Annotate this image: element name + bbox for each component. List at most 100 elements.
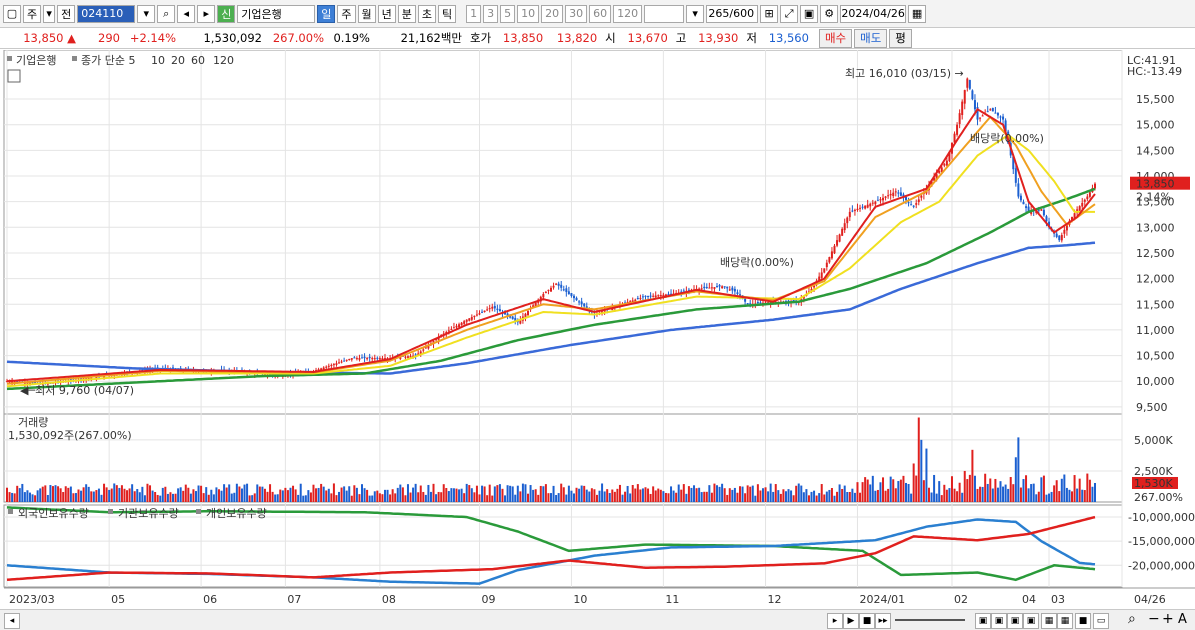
volume-bar	[488, 484, 491, 502]
save-icon[interactable]: ▣	[800, 4, 819, 23]
volume-bar	[396, 487, 399, 502]
preset-10[interactable]: 10	[517, 4, 540, 23]
view-icon[interactable]: ▭	[1093, 613, 1109, 629]
preset-30[interactable]: 30	[565, 4, 588, 23]
preset-120[interactable]: 120	[613, 4, 643, 23]
scroll-stop-icon[interactable]: ■	[1075, 613, 1091, 629]
shin-badge[interactable]: 신	[217, 4, 236, 23]
candle-type-icon[interactable]: ⊞	[760, 4, 779, 23]
layout-icon-6[interactable]: ▦	[1057, 613, 1073, 629]
play-icon[interactable]: ▶	[843, 613, 859, 629]
volume-bar	[210, 489, 213, 502]
x-tick-label: 04/26	[1134, 593, 1166, 606]
volume-bar	[807, 495, 810, 502]
calendar-icon[interactable]: ▦	[908, 4, 927, 23]
volume-bar	[72, 493, 75, 502]
date-input[interactable]: 2024/04/26	[840, 4, 907, 23]
layout-icon-5[interactable]: ▦	[1041, 613, 1057, 629]
candle-body	[1063, 229, 1066, 234]
candle-body	[338, 362, 341, 364]
volume-bar	[532, 489, 535, 502]
preset-dropdown-icon[interactable]: ▾	[686, 4, 705, 23]
preset-custom-input[interactable]	[644, 4, 685, 23]
volume-bar	[230, 493, 233, 502]
volume-bar	[498, 484, 501, 502]
candle-body	[948, 151, 951, 162]
volume-bar	[440, 492, 443, 502]
volume-bar	[537, 494, 540, 502]
buy-button[interactable]: 매수	[818, 28, 853, 48]
candle-body	[544, 291, 547, 293]
candle-body	[894, 191, 897, 193]
scroll-right-icon[interactable]: ▸	[827, 613, 843, 629]
candle-body	[652, 295, 655, 297]
low-value: 13,560	[768, 31, 809, 45]
volume-bar	[1086, 473, 1089, 502]
tab-interval-week[interactable]: 주	[337, 4, 356, 23]
search-icon[interactable]: ⌕	[157, 4, 176, 23]
zoom-out-button[interactable]: −	[1148, 611, 1160, 627]
count-input[interactable]: 265/600	[706, 4, 759, 23]
auto-button[interactable]: A	[1178, 612, 1187, 627]
tab-interval-year[interactable]: 년	[377, 4, 396, 23]
preset-5[interactable]: 5	[500, 4, 516, 23]
avg-button[interactable]: 평	[889, 28, 912, 48]
preset-3[interactable]: 3	[483, 4, 499, 23]
tab-interval-minute[interactable]: 분	[397, 4, 416, 23]
preset-60[interactable]: 60	[589, 4, 612, 23]
layout-icon-2[interactable]: ▣	[991, 613, 1007, 629]
search-icon-bottom[interactable]: ⌕	[1128, 611, 1136, 627]
volume-bar	[976, 488, 979, 502]
volume-bar	[361, 484, 364, 502]
layout-icon-4[interactable]: ▣	[1023, 613, 1039, 629]
volume-bar	[266, 491, 269, 502]
candle-body	[46, 383, 49, 385]
candle-body	[455, 325, 458, 328]
scroll-left-icon[interactable]: ◂	[4, 613, 20, 629]
gear-icon[interactable]: ⚙	[820, 4, 839, 23]
volume-bar	[521, 483, 524, 502]
stop-icon[interactable]: ■	[859, 613, 875, 629]
candle-body	[905, 196, 908, 201]
stock-code-input[interactable]: 024110	[77, 4, 136, 23]
volume-bar	[790, 490, 793, 502]
next-icon[interactable]: ▸	[197, 4, 216, 23]
layout-icon-1[interactable]: ▣	[975, 613, 991, 629]
preset-1[interactable]: 1	[466, 4, 482, 23]
volume-tick-label: 5,000K	[1134, 434, 1173, 447]
chevron-down-icon[interactable]: ▾	[43, 4, 56, 23]
tab-interval-month[interactable]: 월	[357, 4, 376, 23]
volume-bar	[202, 493, 205, 502]
draw-tool-icon[interactable]: ⤢	[780, 4, 799, 23]
zoom-in-button[interactable]: +	[1162, 611, 1174, 627]
speaker-icon[interactable]: ◂	[177, 4, 196, 23]
volume-bar	[902, 475, 905, 502]
tab-interval-day[interactable]: 일	[317, 4, 336, 23]
volume-bar	[996, 487, 999, 502]
stock-name-field[interactable]: 기업은행	[237, 4, 316, 23]
candle-body	[634, 299, 637, 303]
scrollbar[interactable]: ◂ ▸ ▶ ■ ▸▸ ▣ ▣ ▣ ▣ ▦ ▦ ■ ▭ ⌕ − + A	[0, 609, 1195, 630]
preset-20[interactable]: 20	[541, 4, 564, 23]
tab-interval-second[interactable]: 초	[417, 4, 436, 23]
layout-icon-3[interactable]: ▣	[1007, 613, 1023, 629]
zoom-slider[interactable]	[895, 619, 965, 621]
volume-bar	[736, 492, 739, 502]
volume-bar	[749, 486, 752, 502]
volume-bar	[823, 494, 826, 502]
candle-body	[659, 295, 662, 297]
candle-body	[348, 358, 351, 360]
sell-button[interactable]: 매도	[854, 28, 888, 48]
prev-button[interactable]: 전	[57, 4, 76, 23]
candle-body	[846, 217, 849, 224]
window-icon[interactable]: ▢	[3, 4, 21, 23]
candle-body	[1094, 183, 1096, 189]
volume-bar	[968, 474, 971, 502]
period-type-select[interactable]: 주	[23, 4, 42, 23]
tab-interval-tick[interactable]: 틱	[438, 4, 457, 23]
volume-bar	[62, 492, 65, 502]
chart-area[interactable]: 9,500 10,000 10,500 11,000 11,500 12,000 12,50…	[0, 50, 1195, 609]
fast-forward-icon[interactable]: ▸▸	[875, 613, 891, 629]
volume-bar	[437, 491, 440, 502]
code-dropdown-icon[interactable]: ▾	[137, 4, 156, 23]
